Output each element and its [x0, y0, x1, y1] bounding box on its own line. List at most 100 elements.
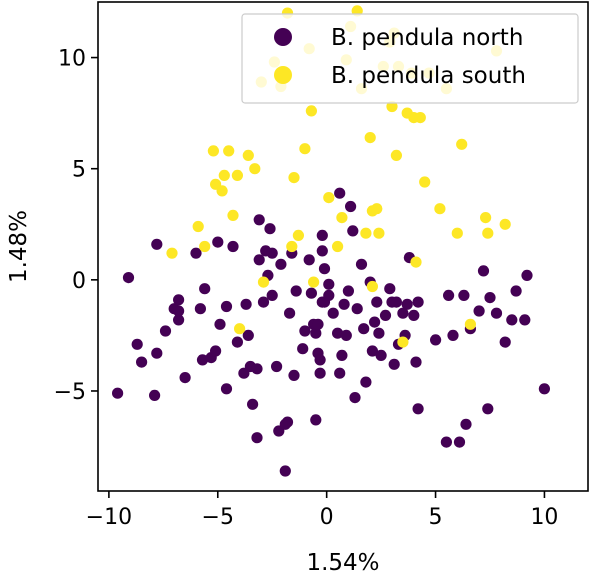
point-north-32	[251, 432, 263, 444]
point-north-1	[122, 272, 135, 284]
point-south-54	[480, 212, 492, 224]
point-north-110	[490, 307, 503, 319]
point-south-52	[456, 138, 468, 150]
point-north-33	[257, 296, 270, 308]
point-south-34	[373, 227, 385, 239]
y-tick-label: 5	[72, 158, 86, 183]
point-north-118	[360, 376, 372, 388]
point-south-60	[332, 240, 344, 253]
point-north-73	[347, 225, 359, 237]
point-south-53	[464, 318, 476, 330]
point-north-25	[240, 298, 252, 310]
x-tick-label: 0	[320, 505, 334, 530]
point-south-57	[499, 218, 511, 230]
point-south-13	[257, 276, 270, 288]
point-north-114	[519, 314, 531, 326]
point-south-30	[360, 227, 372, 239]
point-north-45	[288, 369, 300, 381]
point-south-0	[166, 247, 178, 259]
point-north-68	[334, 367, 346, 379]
point-north-28	[247, 398, 259, 410]
point-north-15	[199, 283, 211, 295]
legend-label-south: B. pendula south	[331, 63, 526, 89]
y-axis-label: 1.48%	[6, 210, 32, 283]
point-north-60	[318, 263, 331, 275]
point-north-12	[190, 247, 202, 259]
point-north-7	[159, 325, 172, 337]
point-north-70	[340, 329, 352, 341]
legend-marker-north	[274, 28, 292, 46]
point-south-23	[308, 276, 320, 288]
point-north-119	[336, 349, 348, 361]
point-south-9	[231, 169, 243, 181]
x-tick-label: −10	[86, 505, 132, 530]
point-north-2	[131, 338, 143, 350]
point-north-81	[371, 296, 383, 308]
point-north-77	[358, 323, 370, 335]
point-north-46	[290, 285, 302, 297]
point-north-63	[314, 367, 326, 379]
point-north-38	[271, 360, 283, 373]
point-north-55	[314, 354, 326, 366]
point-north-107	[477, 265, 490, 277]
point-south-18	[286, 240, 298, 253]
point-north-47	[297, 343, 309, 355]
point-north-29	[251, 363, 263, 375]
point-north-31	[253, 254, 265, 266]
point-north-109	[484, 292, 496, 304]
point-north-102	[453, 436, 466, 448]
x-axis-ticks: −10 −5 0 5 10	[86, 491, 558, 530]
point-south-33	[371, 203, 383, 215]
point-north-26	[242, 329, 254, 341]
point-north-53	[310, 327, 322, 339]
point-north-43	[284, 307, 296, 319]
point-north-92	[401, 298, 413, 310]
point-north-17	[210, 345, 222, 357]
legend: B. pendula north B. pendula south	[241, 13, 579, 104]
point-south-21	[299, 143, 311, 155]
point-north-64	[323, 289, 335, 301]
point-north-52	[310, 414, 322, 426]
point-north-90	[397, 307, 409, 319]
point-north-108	[482, 403, 494, 415]
point-north-37	[266, 289, 278, 301]
point-north-61	[316, 229, 328, 241]
y-tick-label: 0	[72, 269, 86, 294]
point-north-14	[196, 354, 209, 366]
point-north-41	[279, 465, 291, 477]
point-north-120	[264, 223, 276, 235]
point-north-6	[151, 347, 163, 359]
x-tick-label: −5	[202, 505, 234, 530]
x-tick-label: 5	[429, 505, 443, 530]
point-south-31	[364, 132, 376, 144]
point-north-100	[443, 289, 455, 301]
point-south-49	[434, 203, 446, 215]
point-north-36	[266, 247, 278, 259]
point-south-47	[419, 176, 431, 188]
point-north-87	[388, 358, 400, 370]
point-south-59	[366, 280, 378, 293]
legend-box	[241, 13, 579, 104]
point-north-9	[173, 294, 185, 306]
point-north-20	[220, 300, 233, 313]
point-south-8	[227, 209, 239, 221]
point-north-59	[323, 278, 335, 290]
point-north-50	[305, 287, 317, 299]
point-south-51	[451, 227, 463, 239]
point-north-82	[373, 327, 385, 339]
point-north-115	[521, 269, 533, 281]
point-south-3	[207, 145, 219, 157]
point-north-5	[151, 238, 163, 250]
point-north-101	[447, 329, 459, 341]
x-tick-label: 10	[530, 505, 558, 530]
legend-label-north: B. pendula north	[331, 25, 523, 51]
point-south-46	[414, 112, 426, 124]
point-north-75	[351, 303, 363, 315]
point-north-88	[390, 296, 402, 308]
point-south-58	[234, 323, 246, 335]
point-north-11	[179, 372, 191, 384]
point-north-19	[214, 318, 226, 330]
point-south-22	[305, 105, 317, 117]
point-north-96	[412, 403, 424, 415]
